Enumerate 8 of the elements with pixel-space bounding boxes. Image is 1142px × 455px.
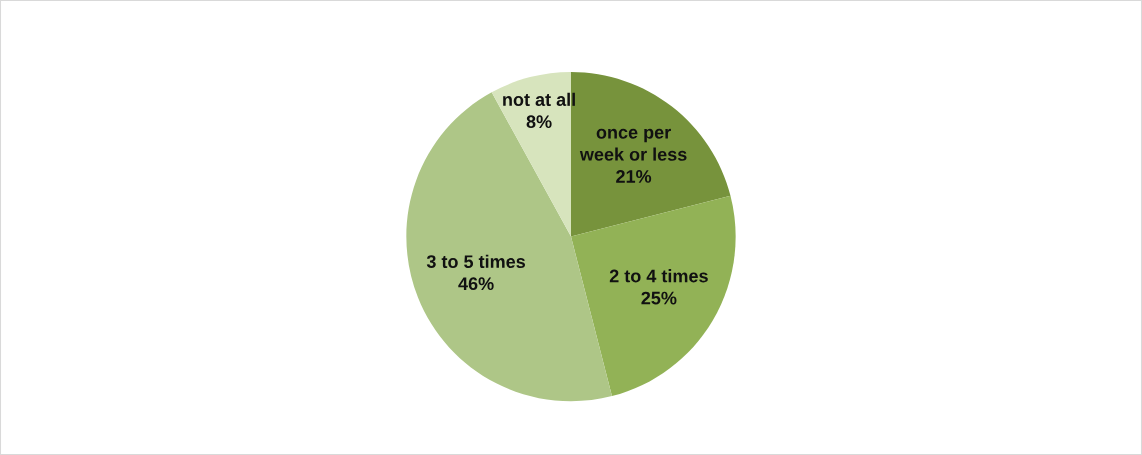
data-label: 8% <box>526 115 552 129</box>
data-label: 25% <box>641 291 677 305</box>
data-label: 21% <box>616 170 652 183</box>
slice-label: once per week or less <box>579 128 687 161</box>
pie-slice <box>571 195 736 397</box>
slice-label: 2 to 4 times <box>609 269 708 283</box>
data-label: 46% <box>458 277 494 291</box>
slice-label: 3 to 5 times <box>426 254 526 269</box>
